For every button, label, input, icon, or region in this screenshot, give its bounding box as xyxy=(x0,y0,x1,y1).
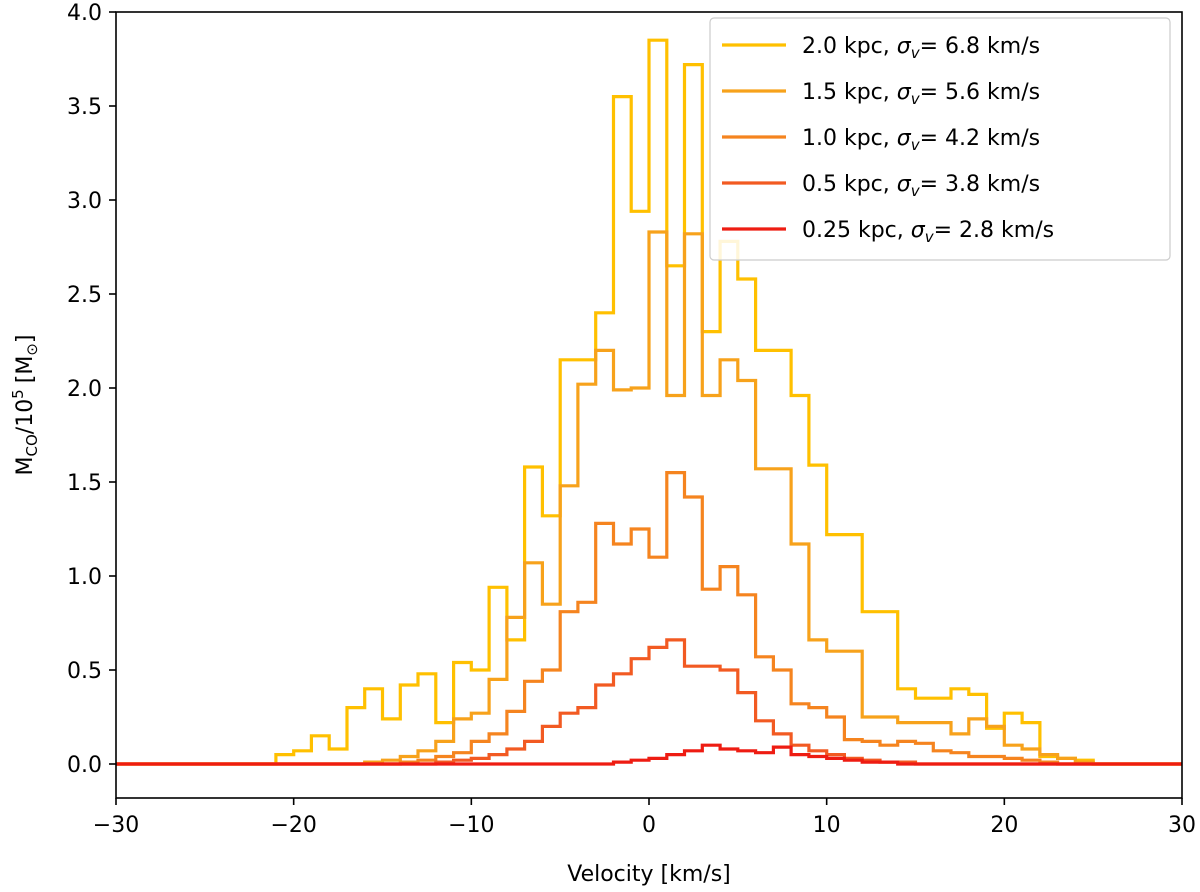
x-tick-label: 20 xyxy=(990,813,1018,838)
x-tick-label: −20 xyxy=(270,813,316,838)
legend-label: 0.25 kpc, σv= 2.8 km/s xyxy=(802,218,1054,246)
legend-label: 2.0 kpc, σv= 6.8 km/s xyxy=(802,34,1040,62)
x-axis-ticks: −30 −20 −10 0 10 20 30 xyxy=(93,798,1196,838)
y-tick-label: 1.0 xyxy=(67,565,102,590)
series-line-1_5-kpc xyxy=(116,230,1182,766)
legend-box xyxy=(709,17,1171,261)
series-line-0_25-kpc xyxy=(116,743,1182,766)
legend: 2.0 kpc, σv= 6.8 km/s 1.5 kpc, σv= 5.6 km… xyxy=(709,17,1171,261)
y-tick-label: 0.5 xyxy=(67,659,102,684)
series-layer xyxy=(116,38,1182,766)
x-tick-label: −30 xyxy=(93,813,139,838)
legend-label: 1.5 kpc, σv= 5.6 km/s xyxy=(802,80,1040,108)
legend-label: 0.5 kpc, σv= 3.8 km/s xyxy=(802,172,1040,200)
x-tick-label: 10 xyxy=(813,813,841,838)
y-tick-label: 4.0 xyxy=(67,1,102,26)
y-axis-ticks: 0.0 0.5 1.0 1.5 2.0 2.5 3.0 3.5 4.0 xyxy=(67,1,116,778)
y-tick-label: 3.0 xyxy=(67,189,102,214)
y-tick-label: 1.5 xyxy=(67,471,102,496)
y-tick-label: 2.5 xyxy=(67,283,102,308)
series-line-2_0-kpc xyxy=(116,38,1182,766)
legend-label: 1.0 kpc, σv= 4.2 km/s xyxy=(802,126,1040,154)
y-tick-label: 0.0 xyxy=(67,753,102,778)
x-tick-label: −10 xyxy=(448,813,494,838)
x-tick-label: 30 xyxy=(1168,813,1196,838)
y-axis-label: MCO/105[M⊙] xyxy=(9,335,41,476)
x-tick-label: 0 xyxy=(642,813,656,838)
y-tick-label: 2.0 xyxy=(67,377,102,402)
x-axis-label: Velocity [km/s] xyxy=(567,862,731,887)
y-tick-label: 3.5 xyxy=(67,95,102,120)
